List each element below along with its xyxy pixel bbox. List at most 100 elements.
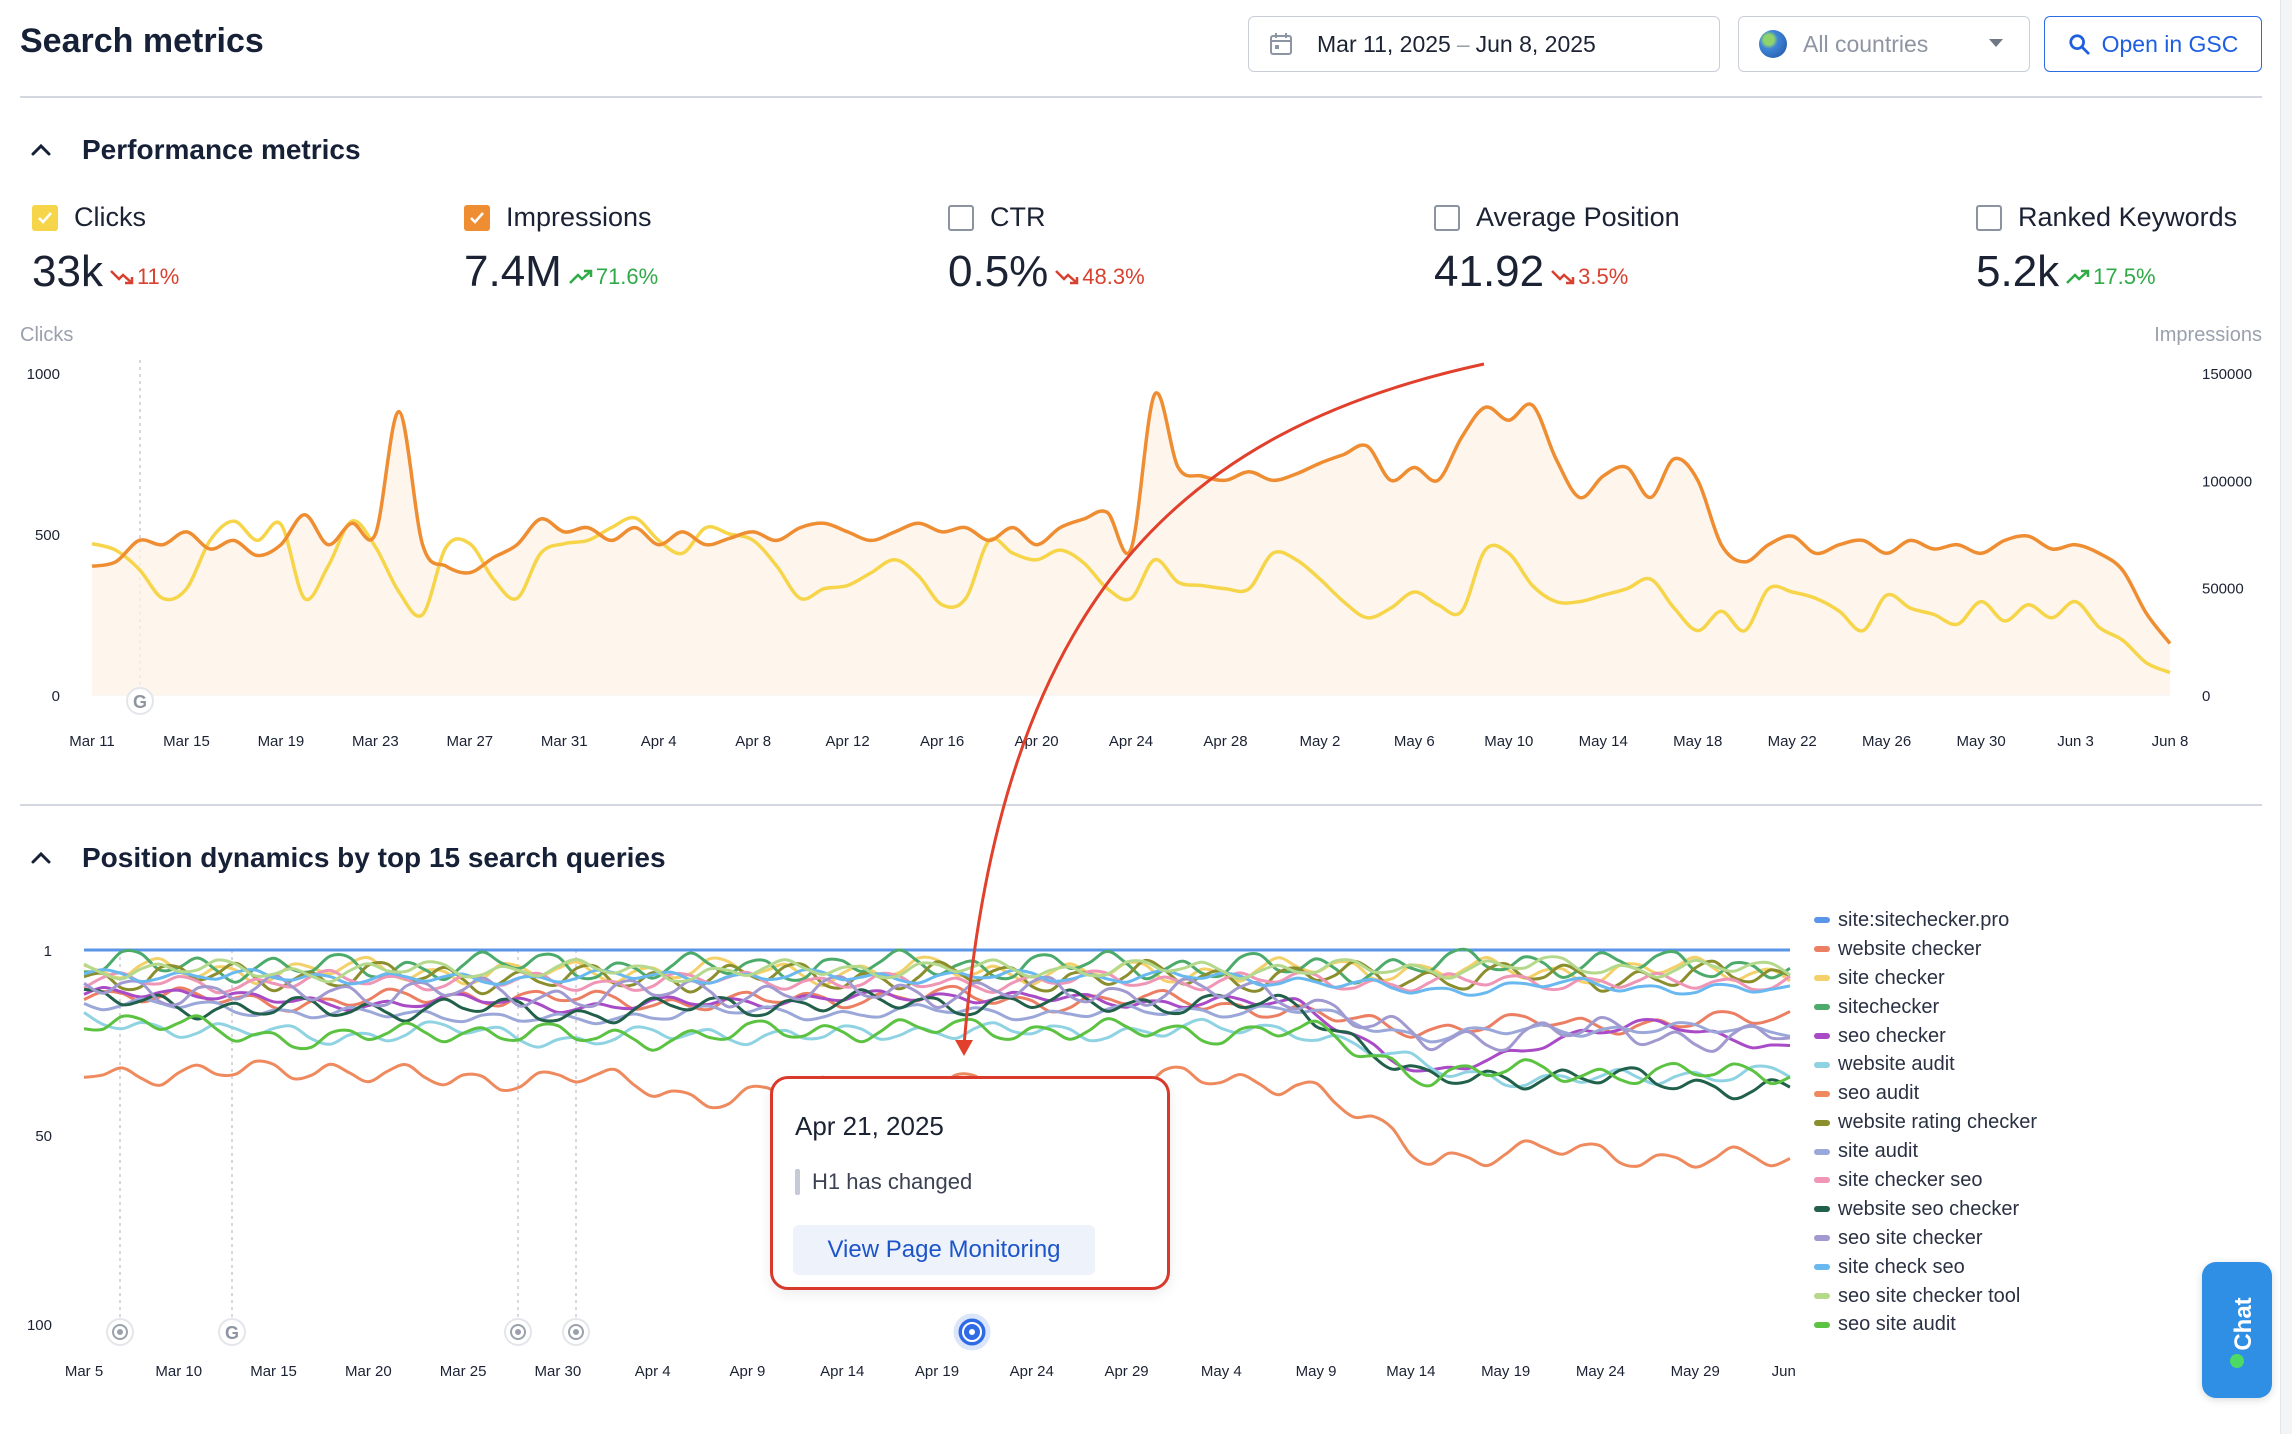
country-select[interactable]: All countries [1738, 16, 2030, 72]
legend-item[interactable]: site checker [1814, 964, 2037, 993]
metric-average-position[interactable]: Average Position 41.92 3.5% [1434, 202, 1680, 297]
series-line-10 [83, 968, 1791, 995]
trend-up-icon [568, 269, 593, 284]
positions-section-header[interactable]: Position dynamics by top 15 search queri… [20, 842, 666, 874]
page-monitoring-event-icon [106, 1318, 134, 1346]
legend-label: seo checker [1838, 1024, 1946, 1047]
legend-item[interactable]: seo site checker [1814, 1224, 2037, 1253]
x-tick-label: Mar 23 [352, 733, 399, 750]
x-tick-label: Mar 27 [446, 733, 493, 750]
legend-swatch [1814, 1264, 1830, 1271]
legend-item[interactable]: seo site checker tool [1814, 1282, 2037, 1311]
legend-item[interactable]: sitechecker [1814, 993, 2037, 1022]
x-tick-label: Mar 25 [440, 1363, 487, 1380]
metric-ctr[interactable]: CTR 0.5% 48.3% [948, 202, 1145, 297]
x-tick-label: Mar 10 [155, 1363, 202, 1380]
ctr-checkbox[interactable] [948, 204, 974, 231]
left-tick-label: 0 [52, 688, 60, 705]
metric-clicks[interactable]: Clicks 33k 11% [32, 202, 179, 297]
clicks-delta-value: 11% [136, 264, 180, 289]
open-in-gsc-button[interactable]: Open in GSC [2044, 16, 2262, 72]
header-divider [20, 96, 2262, 98]
performance-chart[interactable]: 0 500 1000 0 50000 100000 150000 Mar 11 Mar 15 Ma… [0, 350, 2292, 760]
globe-icon [1759, 30, 1787, 58]
tooltip-note-text: H1 has changed [812, 1169, 973, 1194]
legend-swatch [1814, 917, 1830, 924]
impressions-delta: 71.6% [568, 264, 658, 290]
impressions-delta-value: 71.6% [595, 264, 659, 289]
x-tick-label: Apr 12 [826, 733, 870, 750]
scrollbar[interactable] [2280, 0, 2292, 1434]
google-event-icon: G [218, 1318, 246, 1346]
x-tick-label: Apr 20 [1014, 733, 1058, 750]
x-tick-label: Mar 20 [345, 1363, 392, 1380]
legend-label: seo site checker [1838, 1226, 1983, 1249]
legend-item[interactable]: website seo checker [1814, 1195, 2037, 1224]
chat-widget[interactable]: Chat [2202, 1262, 2272, 1398]
legend-swatch [1814, 1235, 1830, 1242]
position-legend: site:sitechecker.pro website checker site … [1814, 906, 2037, 1339]
chevron-up-icon [31, 851, 51, 864]
performance-section-header[interactable]: Performance metrics [20, 134, 361, 166]
x-tick-label: Apr 24 [1010, 1363, 1054, 1380]
note-marker [795, 1169, 800, 1195]
legend-label: website checker [1838, 937, 1982, 960]
legend-item[interactable]: website checker [1814, 935, 2037, 964]
date-range-start: Mar 11, 2025 [1317, 30, 1451, 57]
right-tick-label: 150000 [2202, 366, 2252, 383]
clicks-checkbox[interactable] [32, 204, 58, 231]
legend-item[interactable]: website audit [1814, 1050, 2037, 1079]
x-tick-label: May 22 [1768, 733, 1817, 750]
legend-swatch [1814, 1148, 1830, 1155]
x-tick-label: Apr 19 [915, 1363, 959, 1380]
legend-item[interactable]: site:sitechecker.pro [1814, 906, 2037, 935]
left-tick-label: 1000 [27, 366, 60, 383]
impressions-area [92, 392, 2170, 695]
legend-item[interactable]: seo audit [1814, 1079, 2037, 1108]
legend-label: site checker seo [1838, 1168, 1983, 1191]
legend-item[interactable]: website rating checker [1814, 1108, 2037, 1137]
legend-item[interactable]: site checker seo [1814, 1166, 2037, 1195]
legend-label: sitechecker [1838, 995, 1940, 1018]
chevron-up-icon [31, 143, 51, 156]
position-chart[interactable]: 1 50 100 Mar 5 Mar 10 Mar 15 Mar 20 Mar 25 Mar 3… [0, 920, 1800, 1390]
calendar-icon [1270, 33, 1292, 55]
x-tick-label: Mar 19 [258, 733, 305, 750]
impressions-checkbox[interactable] [464, 204, 490, 231]
legend-item[interactable]: seo site audit [1814, 1310, 2037, 1339]
x-tick-label: May 14 [1579, 733, 1628, 750]
x-tick-label: May 26 [1862, 733, 1911, 750]
legend-label: site check seo [1838, 1255, 1965, 1278]
trend-up-icon [2066, 269, 2090, 284]
average-position-checkbox[interactable] [1434, 204, 1460, 231]
average-position-delta: 3.5% [1550, 264, 1628, 290]
search-icon [2068, 34, 2090, 55]
x-tick-label: Apr 9 [730, 1363, 766, 1380]
legend-item[interactable]: site audit [1814, 1137, 2037, 1166]
x-tick-label: May 30 [1956, 733, 2005, 750]
date-range-picker[interactable]: Mar 11, 2025 – Jun 8, 2025 [1248, 16, 1720, 72]
right-tick-label: 50000 [2202, 581, 2244, 598]
x-tick-label: Mar 5 [65, 1363, 103, 1380]
metric-impressions[interactable]: Impressions 7.4M 71.6% [464, 202, 658, 297]
performance-section-title: Performance metrics [82, 134, 361, 165]
legend-item[interactable]: site check seo [1814, 1253, 2037, 1282]
view-page-monitoring-button[interactable]: View Page Monitoring [793, 1225, 1095, 1275]
average-position-value: 41.92 [1434, 247, 1545, 296]
x-tick-label: Mar 15 [163, 733, 210, 750]
legend-swatch [1814, 1033, 1830, 1039]
legend-item[interactable]: seo checker [1814, 1022, 2037, 1051]
online-status-dot [2230, 1354, 2244, 1368]
x-tick-label: Apr 4 [635, 1363, 671, 1380]
metric-ranked-keywords[interactable]: Ranked Keywords 5.2k 17.5% [1976, 202, 2237, 297]
legend-swatch [1814, 1293, 1830, 1300]
ranked-keywords-checkbox[interactable] [1976, 204, 2002, 231]
x-tick-label: Apr 24 [1109, 733, 1153, 750]
right-tick-label: 100000 [2202, 473, 2252, 490]
x-tick-label: May 10 [1484, 733, 1533, 750]
legend-label: seo site checker tool [1838, 1284, 2021, 1307]
y-tick-label: 100 [27, 1317, 52, 1334]
ctr-delta-value: 48.3% [1082, 264, 1145, 289]
positions-section-title: Position dynamics by top 15 search queri… [82, 842, 666, 873]
x-tick-label: May 19 [1481, 1363, 1530, 1380]
